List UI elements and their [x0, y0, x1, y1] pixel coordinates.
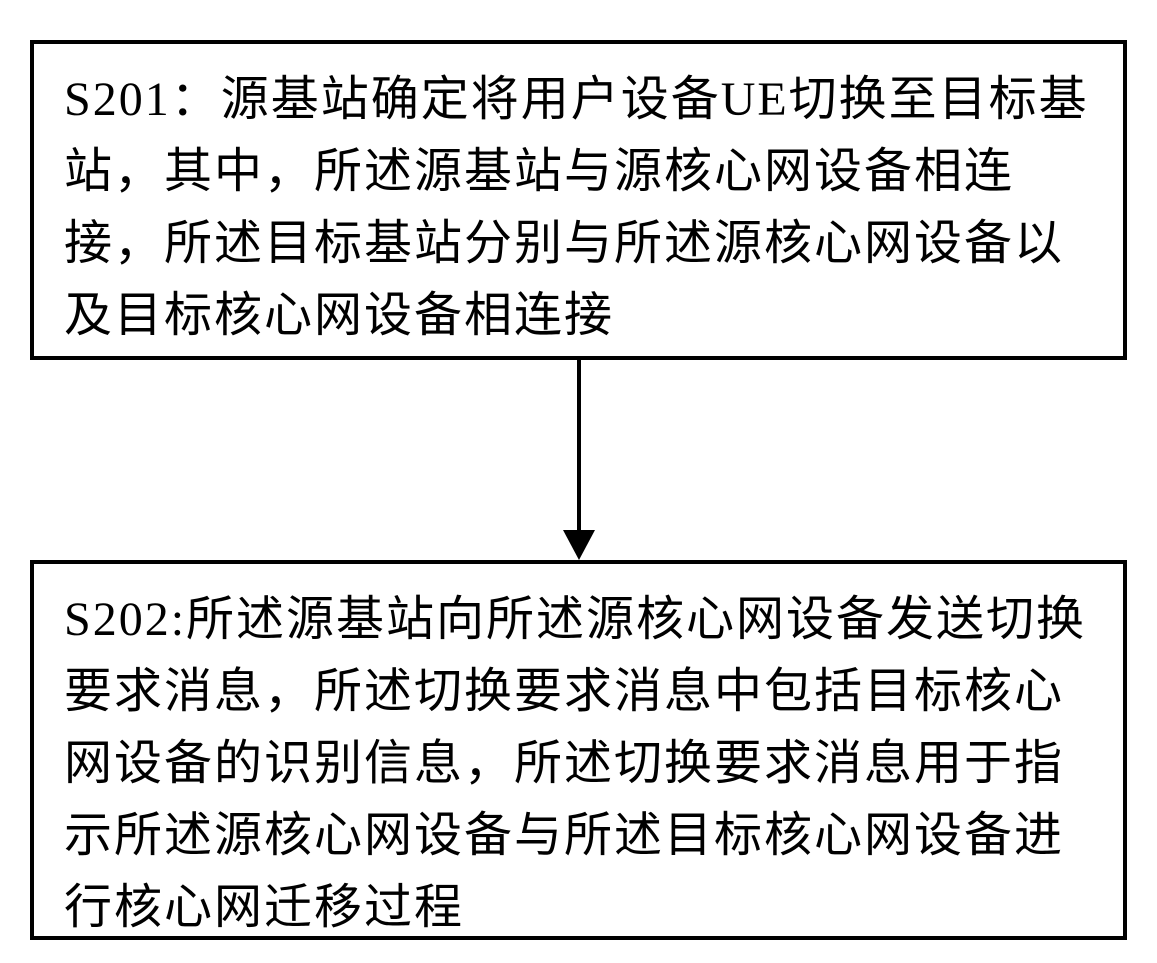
flowchart-container: S201：源基站确定将用户设备UE切换至目标基站，其中，所述源基站与源核心网设备… — [0, 0, 1157, 963]
arrow-line — [577, 360, 581, 530]
flowchart-node-s201: S201：源基站确定将用户设备UE切换至目标基站，其中，所述源基站与源核心网设备… — [30, 40, 1127, 360]
node-text: S202:所述源基站向所述源核心网设备发送切换要求消息，所述切换要求消息中包括目… — [64, 584, 1093, 944]
node-text: S201：源基站确定将用户设备UE切换至目标基站，其中，所述源基站与源核心网设备… — [64, 64, 1093, 352]
arrow-head-icon — [563, 530, 595, 560]
flowchart-node-s202: S202:所述源基站向所述源核心网设备发送切换要求消息，所述切换要求消息中包括目… — [30, 560, 1127, 940]
flowchart-arrow — [559, 360, 599, 560]
